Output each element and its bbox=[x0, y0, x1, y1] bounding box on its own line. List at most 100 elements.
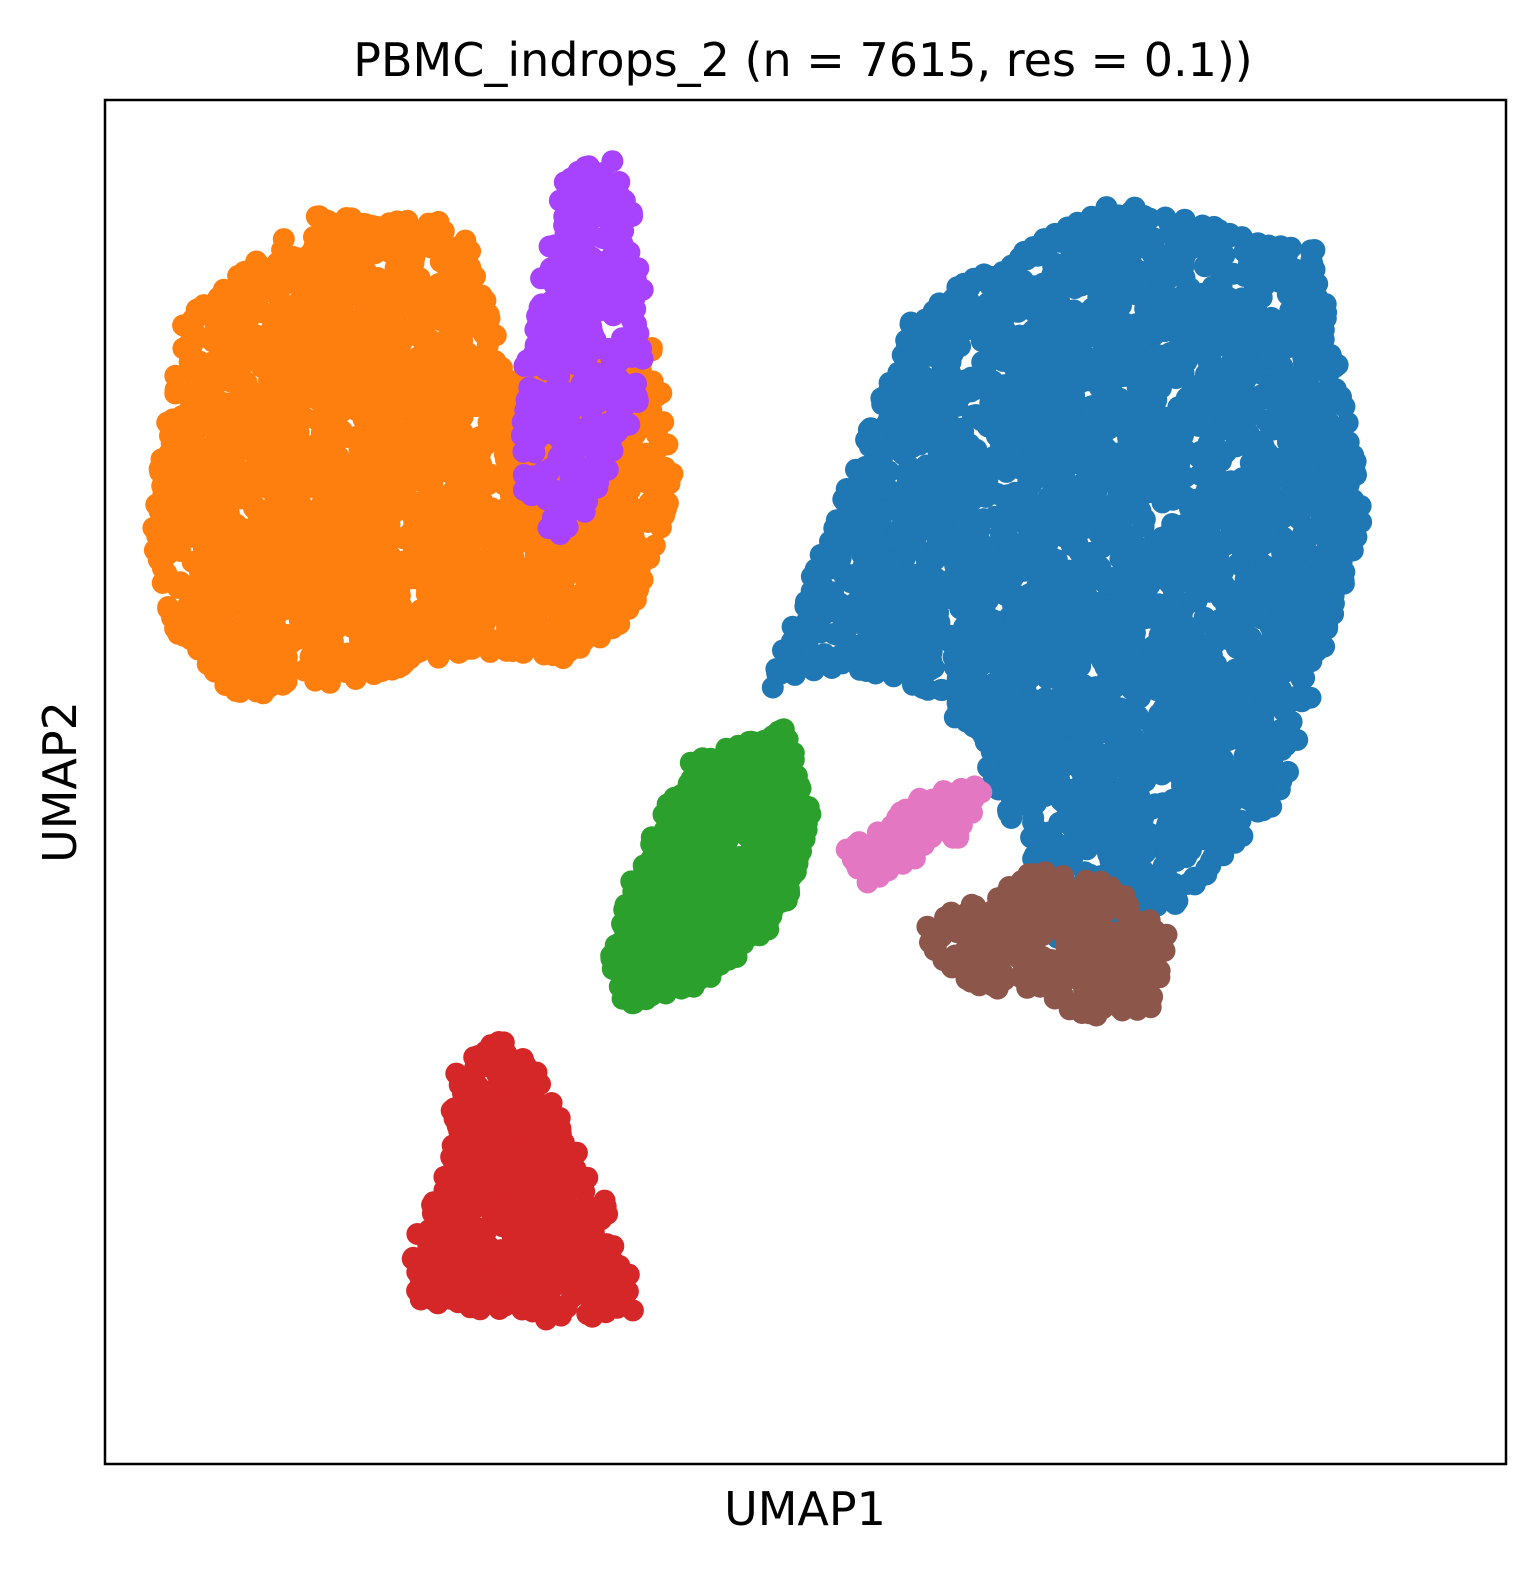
scatter-point-cluster-0 bbox=[972, 724, 995, 747]
scatter-point-cluster-0 bbox=[800, 645, 823, 668]
scatter-point-cluster-0 bbox=[1303, 239, 1326, 261]
scatter-point-cluster-0 bbox=[1181, 763, 1204, 786]
scatter-point-cluster-0 bbox=[1216, 595, 1239, 618]
scatter-point-cluster-0 bbox=[1160, 592, 1182, 615]
scatter-point-cluster-0 bbox=[1317, 467, 1340, 489]
scatter-point-cluster-0 bbox=[1149, 376, 1172, 399]
scatter-point-cluster-0 bbox=[930, 511, 953, 534]
scatter-point-cluster-0 bbox=[1037, 324, 1060, 347]
scatter-point-cluster-0 bbox=[1210, 275, 1233, 298]
scatter-point-cluster-0 bbox=[1225, 636, 1248, 659]
scatter-point-cluster-0 bbox=[1225, 533, 1247, 555]
scatter-point-cluster-0 bbox=[1202, 810, 1225, 833]
scatter-point-cluster-0 bbox=[1083, 347, 1106, 370]
scatter-point-cluster-0 bbox=[1044, 611, 1067, 634]
scatter-point-cluster-0 bbox=[811, 574, 834, 597]
scatter-point-cluster-0 bbox=[1150, 752, 1173, 775]
scatter-point-cluster-0 bbox=[1292, 346, 1315, 369]
scatter-point-cluster-0 bbox=[1028, 699, 1051, 722]
scatter-point-cluster-0 bbox=[1271, 268, 1294, 291]
scatter-point-cluster-0 bbox=[885, 426, 908, 449]
scatter-point-cluster-0 bbox=[1179, 414, 1202, 437]
scatter-point-cluster-0 bbox=[887, 361, 910, 384]
scatter-point-cluster-0 bbox=[1333, 560, 1356, 583]
scatter-point-cluster-0 bbox=[1063, 589, 1086, 612]
scatter-point-cluster-0 bbox=[823, 622, 846, 645]
scatter-point-cluster-0 bbox=[1217, 380, 1240, 403]
scatter-point-cluster-0 bbox=[949, 574, 972, 597]
scatter-point-cluster-0 bbox=[999, 498, 1022, 521]
scatter-point-cluster-0 bbox=[1030, 721, 1053, 744]
scatter-point-cluster-0 bbox=[1170, 653, 1193, 676]
scatter-point-cluster-0 bbox=[1293, 432, 1316, 455]
scatter-point-cluster-0 bbox=[1230, 686, 1253, 709]
scatter-point-cluster-0 bbox=[1125, 233, 1148, 256]
scatter-point-cluster-0 bbox=[1152, 697, 1175, 720]
scatter-point-cluster-0 bbox=[903, 461, 926, 484]
scatter-point-cluster-0 bbox=[1175, 387, 1198, 410]
scatter-point-cluster-0 bbox=[1108, 387, 1131, 410]
scatter-point-cluster-0 bbox=[1164, 351, 1187, 374]
scatter-point-cluster-0 bbox=[1273, 610, 1295, 633]
scatter-point-cluster-0 bbox=[1090, 433, 1113, 456]
scatter-point-cluster-0 bbox=[998, 746, 1021, 769]
scatter-point-cluster-0 bbox=[898, 388, 921, 411]
scatter-point-cluster-0 bbox=[924, 567, 947, 590]
scatter-point-cluster-0 bbox=[1312, 585, 1335, 608]
scatter-point-cluster-0 bbox=[1085, 506, 1108, 529]
scatter-point-cluster-0 bbox=[1133, 796, 1156, 818]
scatter-point-cluster-0 bbox=[1261, 375, 1284, 398]
scatter-point-cluster-0 bbox=[899, 343, 922, 366]
scatter-point-cluster-0 bbox=[1161, 788, 1184, 811]
scatter-point-cluster-0 bbox=[1019, 490, 1042, 513]
scatter-point-cluster-0 bbox=[1077, 640, 1100, 663]
scatter-point-cluster-0 bbox=[1008, 585, 1031, 608]
scatter-point-cluster-0 bbox=[1291, 576, 1314, 599]
scatter-point-cluster-0 bbox=[1159, 560, 1182, 583]
scatter-point-cluster-0 bbox=[963, 521, 986, 544]
scatter-point-cluster-0 bbox=[1141, 300, 1163, 323]
scatter-point-cluster-0 bbox=[961, 687, 984, 710]
scatter-point-cluster-0 bbox=[1152, 406, 1175, 429]
scatter-point-cluster-0 bbox=[939, 325, 962, 348]
scatter-point-cluster-0 bbox=[1306, 272, 1329, 295]
scatter-point-cluster-0 bbox=[864, 420, 887, 443]
scatter-point-cluster-0 bbox=[1072, 555, 1094, 578]
scatter-point-cluster-0 bbox=[969, 642, 992, 665]
scatter-point-cluster-0 bbox=[1246, 511, 1269, 534]
scatter-point-cluster-0 bbox=[1188, 317, 1211, 340]
scatter-point-cluster-0 bbox=[1244, 794, 1267, 817]
scatter-point-cluster-0 bbox=[1102, 742, 1125, 765]
scatter-point-cluster-0 bbox=[989, 657, 1012, 680]
scatter-point-cluster-0 bbox=[1126, 376, 1149, 398]
scatter-point-cluster-0 bbox=[854, 455, 877, 478]
scatter-point-cluster-0 bbox=[1251, 656, 1274, 679]
scatter-point-cluster-0 bbox=[993, 317, 1016, 340]
scatter-point-cluster-0 bbox=[1149, 643, 1172, 666]
scatter-point-cluster-0 bbox=[1030, 466, 1053, 488]
scatter-point-cluster-0 bbox=[1316, 610, 1339, 633]
scatter-point-cluster-0 bbox=[903, 604, 926, 626]
scatter-point-cluster-0 bbox=[872, 477, 895, 500]
scatter-point-cluster-0 bbox=[1240, 321, 1263, 344]
scatter-point-cluster-0 bbox=[898, 486, 921, 509]
scatter-point-cluster-0 bbox=[970, 409, 993, 432]
scatter-point-cluster-0 bbox=[1224, 412, 1247, 435]
scatter-point-cluster-0 bbox=[1001, 681, 1024, 704]
scatter-point-cluster-0 bbox=[1086, 267, 1109, 290]
scatter-point-cluster-0 bbox=[1154, 434, 1177, 456]
scatter-point-cluster-0 bbox=[1062, 325, 1085, 348]
scatter-point-cluster-0 bbox=[927, 439, 950, 462]
scatter-point-cluster-0 bbox=[1068, 228, 1091, 251]
scatter-point-cluster-0 bbox=[1277, 760, 1299, 783]
scatter-point-cluster-0 bbox=[1213, 765, 1236, 788]
scatter-point-cluster-0 bbox=[827, 645, 850, 668]
scatter-point-cluster-0 bbox=[1184, 867, 1207, 890]
scatter-point-cluster-0 bbox=[1171, 245, 1194, 268]
scatter-point-cluster-0 bbox=[1116, 838, 1139, 861]
scatter-point-cluster-0 bbox=[1195, 611, 1218, 634]
scatter-point-cluster-0 bbox=[1324, 392, 1346, 415]
scatter-point-cluster-0 bbox=[1172, 827, 1195, 850]
scatter-point-cluster-0 bbox=[1162, 518, 1185, 541]
scatter-point-cluster-0 bbox=[1127, 562, 1150, 585]
